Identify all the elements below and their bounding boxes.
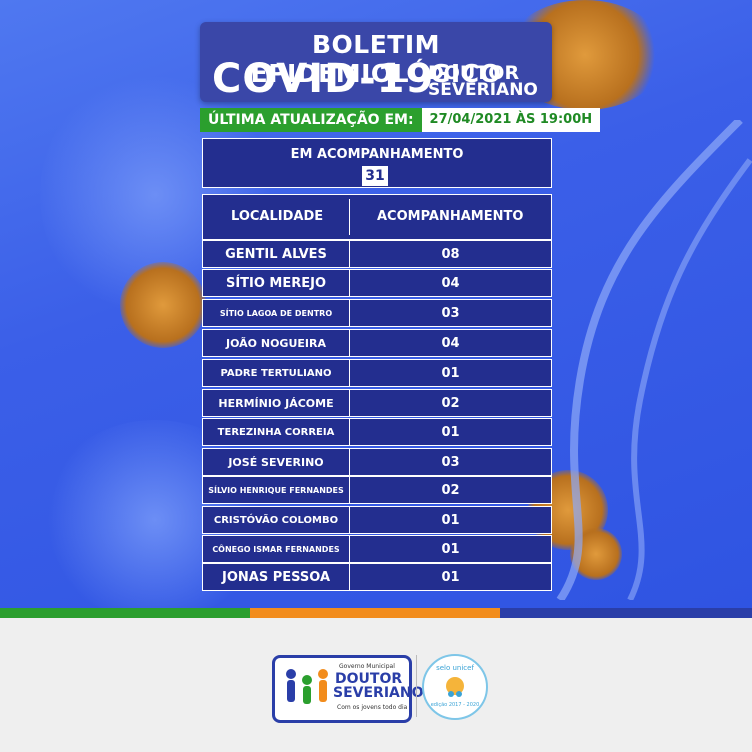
color-stripes — [0, 608, 752, 618]
column-divider — [349, 507, 350, 533]
table-row: SÍLVIO HENRIQUE FERNANDES 02 — [202, 476, 552, 504]
table-row: JONAS PESSOA 01 — [202, 563, 552, 591]
seal-edition: edição 2017 - 2020 — [430, 702, 480, 708]
follow-up-count: 02 — [441, 395, 460, 411]
people-logo-icon — [286, 669, 328, 704]
table-row: CRISTÓVÃO COLOMBO 01 — [202, 506, 552, 534]
footer-divider — [416, 655, 417, 717]
logo-tagline: Com os jovens todo dia — [337, 704, 408, 711]
location-name: JOSÉ SEVERINO — [228, 455, 324, 469]
follow-up-count: 01 — [441, 424, 460, 440]
follow-up-count: 08 — [441, 246, 460, 262]
table-row: PADRE TERTULIANO 01 — [202, 359, 552, 387]
table-row: SÍTIO MEREJO 04 — [202, 269, 552, 297]
follow-up-count: 03 — [441, 454, 460, 470]
column-divider — [349, 241, 350, 267]
table-row: SÍTIO LAGOA DE DENTRO 03 — [202, 299, 552, 327]
table-header: LOCALIDADE ACOMPANHAMENTO — [202, 194, 552, 240]
dna-helix-icon — [556, 120, 752, 600]
title-line: BOLETIM EPIDEMIOLÓGICO — [250, 30, 502, 88]
logo-name-line2: SEVERIANO — [333, 685, 424, 701]
location-name: SÍTIO MEREJO — [225, 275, 327, 291]
city-name-line2: SEVERIANO — [428, 80, 538, 100]
column-divider — [349, 419, 350, 445]
table-row: TEREZINHA CORREIA 01 — [202, 418, 552, 446]
location-name: HERMÍNIO JÁCOME — [218, 396, 334, 410]
last-update-value: 27/04/2021 ÀS 19:00H — [421, 108, 601, 132]
follow-up-count: 01 — [441, 512, 460, 528]
summary-total: 31 — [362, 166, 388, 186]
logo-subtitle: Governo Municipal — [339, 663, 395, 670]
location-name: SÍTIO LAGOA DE DENTRO — [219, 308, 333, 318]
column-header-follow-up: ACOMPANHAMENTO — [377, 209, 524, 224]
follow-up-count: 01 — [441, 569, 460, 585]
table-row: CÔNEGO ISMAR FERNANDES 01 — [202, 535, 552, 563]
column-divider — [349, 536, 350, 562]
municipal-logo: Governo Municipal DOUTOR SEVERIANO Com o… — [272, 655, 424, 723]
sun-icon — [446, 677, 464, 697]
follow-up-count: 01 — [441, 365, 460, 381]
follow-up-count: 03 — [441, 305, 460, 321]
location-name: CÔNEGO ISMAR FERNANDES — [212, 544, 340, 554]
column-header-location: LOCALIDADE — [231, 209, 324, 224]
location-name: JONAS PESSOA — [221, 569, 331, 585]
city-name-line1: DOUTOR — [428, 62, 520, 84]
location-name: JOÃO NOGUEIRA — [226, 336, 326, 350]
location-name: TEREZINHA CORREIA — [217, 426, 335, 438]
table-row: JOSÉ SEVERINO 03 — [202, 448, 552, 476]
column-divider — [349, 390, 350, 416]
follow-up-count: 02 — [441, 482, 460, 498]
location-name: PADRE TERTULIANO — [220, 367, 332, 379]
unicef-seal: selo unicef edição 2017 - 2020 — [422, 654, 488, 720]
column-divider — [349, 564, 350, 590]
title-banner: BOLETIM EPIDEMIOLÓGICO COVID-19 DOUTOR S… — [200, 22, 552, 102]
column-divider — [349, 360, 350, 386]
table-row: HERMÍNIO JÁCOME 02 — [202, 389, 552, 417]
location-name: CRISTÓVÃO COLOMBO — [213, 514, 339, 526]
title-covid: COVID-19 — [212, 56, 435, 102]
logo-name-line1: DOUTOR — [335, 671, 403, 687]
last-update-bar: ÚLTIMA ATUALIZAÇÃO EM: 27/04/2021 ÀS 19:… — [200, 108, 601, 132]
location-name: GENTIL ALVES — [225, 246, 327, 262]
virus-icon — [120, 262, 206, 348]
last-update-label: ÚLTIMA ATUALIZAÇÃO EM: — [200, 108, 422, 132]
location-name: SÍLVIO HENRIQUE FERNANDES — [208, 485, 344, 495]
follow-up-count: 04 — [441, 275, 460, 291]
column-divider — [349, 477, 350, 503]
column-divider — [349, 199, 350, 235]
column-divider — [349, 300, 350, 326]
column-divider — [349, 330, 350, 356]
seal-title: selo unicef — [436, 664, 474, 672]
column-divider — [349, 270, 350, 296]
follow-up-count: 04 — [441, 335, 460, 351]
table-row: JOÃO NOGUEIRA 04 — [202, 329, 552, 357]
summary-label: EM ACOMPANHAMENTO — [290, 147, 464, 162]
table-row: GENTIL ALVES 08 — [202, 240, 552, 268]
follow-up-count: 01 — [441, 541, 460, 557]
column-divider — [349, 449, 350, 475]
